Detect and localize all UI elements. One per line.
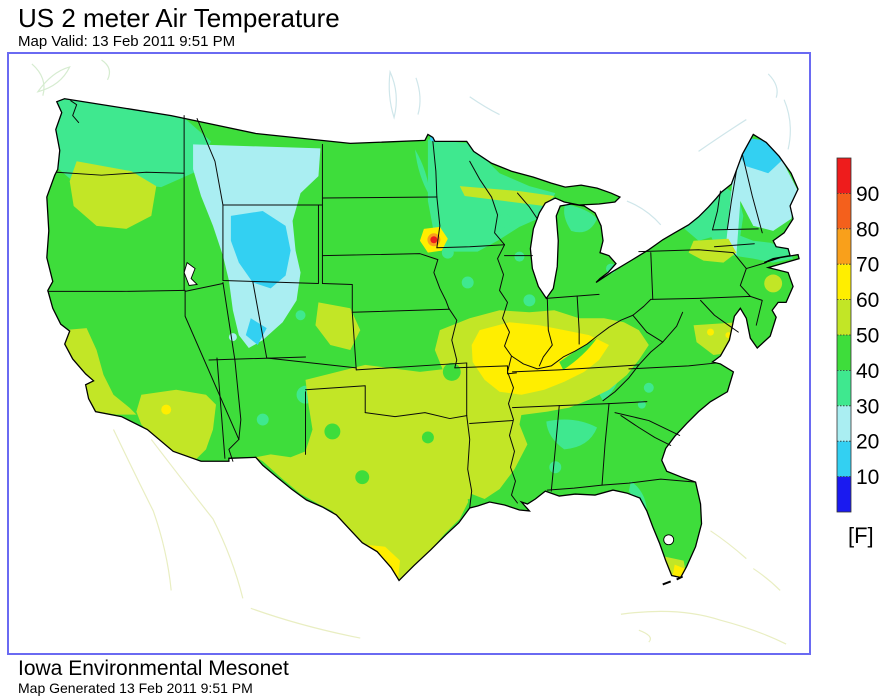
colorbar-tick-labels: 90 80 70 60 50 40 30 20 10 — [856, 183, 879, 489]
colorbar-segments — [837, 158, 851, 512]
footer-org-name: Iowa Environmental Mesonet — [18, 657, 289, 680]
temperature-contours — [46, 98, 799, 581]
lake-okeechobee — [663, 534, 675, 546]
mexico-caribbean-lines-group — [112, 429, 787, 645]
header: US 2 meter Air Temperature Map Valid: 13… — [18, 3, 340, 50]
colorbar-segment — [837, 228, 851, 265]
colorbar-segment — [837, 441, 851, 477]
tick-label: 10 — [856, 466, 879, 489]
colorbar-segment — [837, 158, 851, 194]
canada-land-lines-group — [31, 59, 111, 96]
colorbar-segment-dividers — [837, 193, 851, 478]
state-borders — [47, 100, 767, 509]
us-temperature-map — [31, 59, 800, 645]
colorbar-segment — [837, 405, 851, 442]
tick-label: 20 — [856, 431, 879, 454]
colorbar-unit-label: [F] — [848, 523, 874, 548]
temperature-colorbar: 90 80 70 60 50 40 30 20 10 [F] — [828, 148, 883, 568]
tick-label: 50 — [856, 325, 879, 348]
colorbar-segment — [837, 370, 851, 406]
colorbar-segment — [837, 299, 851, 335]
tick-label: 40 — [856, 360, 879, 383]
tick-label: 60 — [856, 289, 879, 312]
colorbar-segment — [837, 335, 851, 371]
canada-coastline-group — [388, 69, 791, 226]
tick-label: 70 — [856, 254, 879, 277]
tick-label: 80 — [856, 218, 879, 241]
colorbar-svg: 90 80 70 60 50 40 30 20 10 [F] — [836, 157, 879, 548]
tick-label: 90 — [856, 183, 879, 206]
page-title: US 2 meter Air Temperature — [18, 3, 340, 33]
tick-label: 30 — [856, 395, 879, 418]
colorbar-segment — [837, 193, 851, 229]
colorbar-frame — [836, 157, 852, 513]
map-panel — [7, 52, 811, 655]
colorbar-segment — [837, 264, 851, 300]
footer: Iowa Environmental Mesonet Map Generated… — [18, 657, 289, 696]
florida-keys — [662, 575, 684, 586]
contour-30-40 — [46, 98, 796, 509]
map-generated-timestamp: Map Generated 13 Feb 2011 9:51 PM — [18, 680, 253, 696]
colorbar-segment — [837, 476, 851, 512]
map-valid-timestamp: Map Valid: 13 Feb 2011 9:51 PM — [18, 33, 236, 50]
